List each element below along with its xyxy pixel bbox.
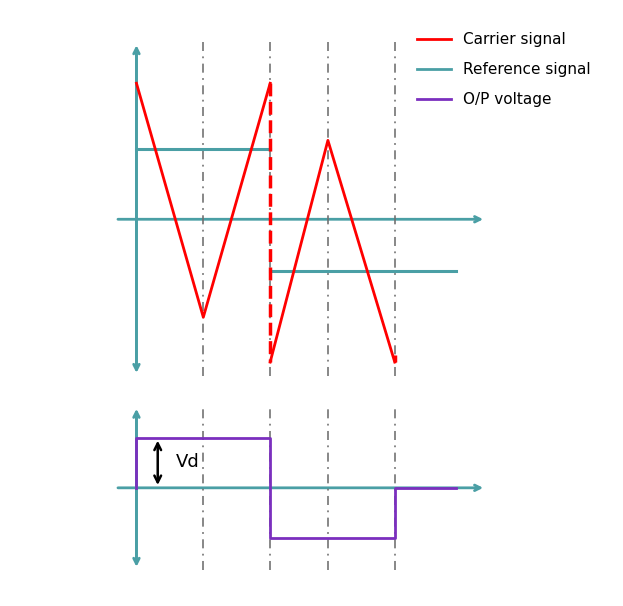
Text: Vd: Vd xyxy=(176,453,200,471)
Legend: Carrier signal, Reference signal, O/P voltage: Carrier signal, Reference signal, O/P vo… xyxy=(411,26,597,113)
